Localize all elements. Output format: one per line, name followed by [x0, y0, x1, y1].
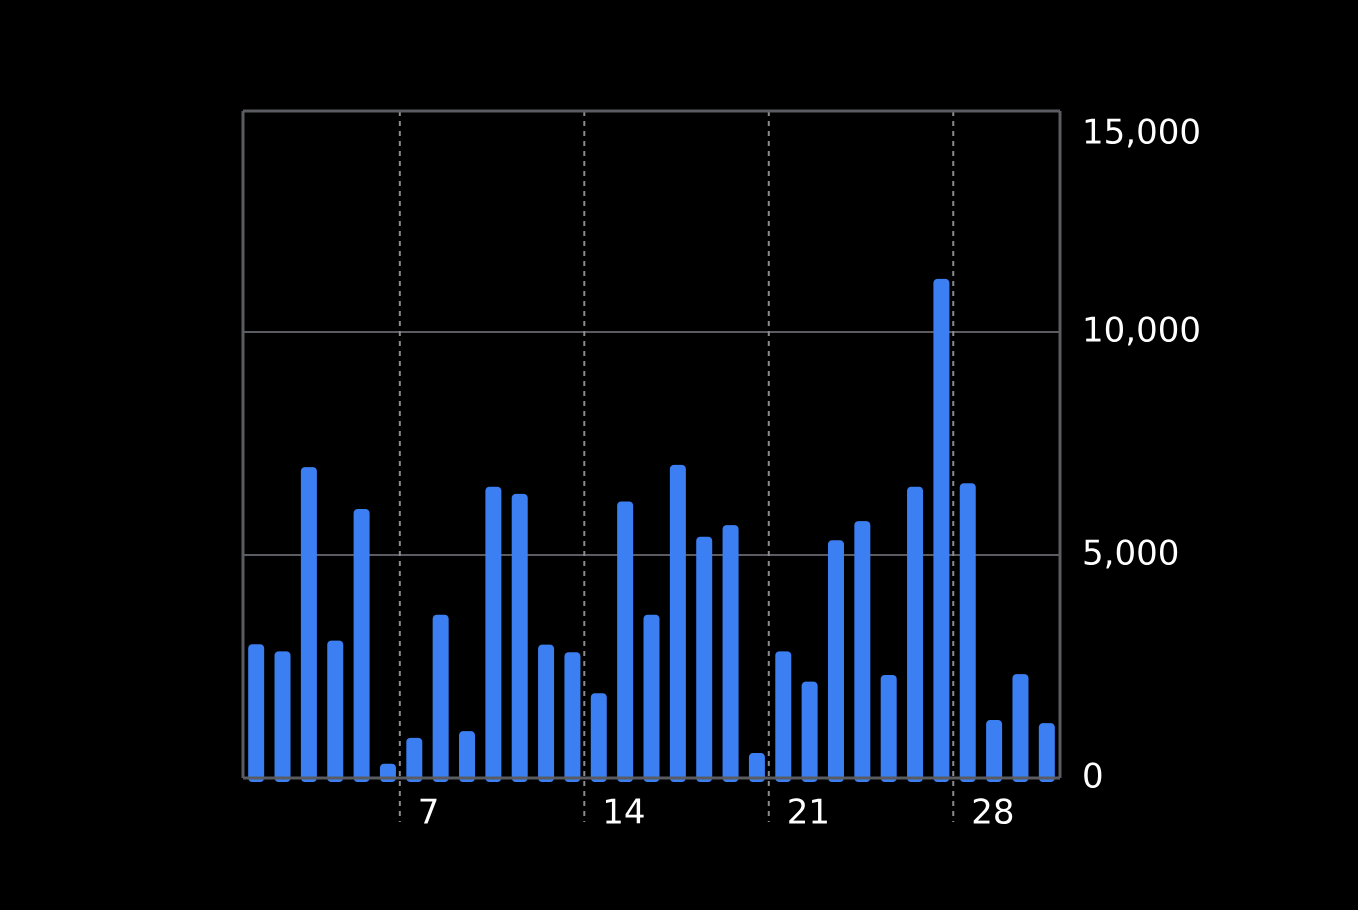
bar-1 — [248, 644, 265, 782]
bar-5 — [353, 509, 370, 782]
bar-3 — [300, 467, 317, 782]
x-tick-label-14: 14 — [602, 793, 645, 833]
x-tick-label-28: 28 — [971, 793, 1014, 833]
bar-24 — [854, 521, 871, 782]
bar-22 — [801, 681, 818, 782]
bar-27 — [933, 278, 950, 782]
bar-30 — [1012, 674, 1029, 782]
bar-2 — [274, 651, 291, 782]
bar-8 — [432, 614, 449, 782]
bar-11 — [511, 493, 528, 782]
bar-15 — [617, 501, 634, 782]
bar-23 — [827, 540, 844, 782]
bar-19 — [722, 525, 739, 782]
bar-29 — [986, 720, 1003, 782]
bar-25 — [880, 674, 897, 782]
bar-20 — [748, 753, 765, 782]
label-layer: 0 5,000 10,000 15,000 7 14 21 28 — [418, 113, 1201, 833]
bar-4 — [327, 640, 344, 782]
x-tick-label-21: 21 — [787, 793, 830, 833]
bar-14 — [590, 693, 607, 782]
bar-12 — [538, 644, 555, 782]
y-tick-label-2: 10,000 — [1082, 311, 1201, 351]
bar-26 — [907, 486, 924, 782]
bar-13 — [564, 652, 581, 782]
bar-21 — [775, 651, 792, 782]
y-tick-label-3: 15,000 — [1082, 113, 1201, 153]
frame-layer — [241, 109, 1062, 780]
y-tick-label-0: 0 — [1082, 757, 1104, 797]
bar-31 — [1038, 723, 1055, 782]
x-tick-label-7: 7 — [418, 793, 440, 833]
bar-10 — [485, 486, 502, 782]
bar-7 — [406, 737, 423, 782]
bar-18 — [696, 536, 713, 782]
y-tick-label-1: 5,000 — [1082, 534, 1179, 574]
bar-28 — [959, 483, 976, 782]
bar-17 — [669, 464, 686, 782]
grid-layer — [243, 111, 1060, 822]
bar-9 — [459, 731, 476, 782]
bar-layer — [248, 278, 1055, 782]
bar-16 — [643, 614, 660, 782]
